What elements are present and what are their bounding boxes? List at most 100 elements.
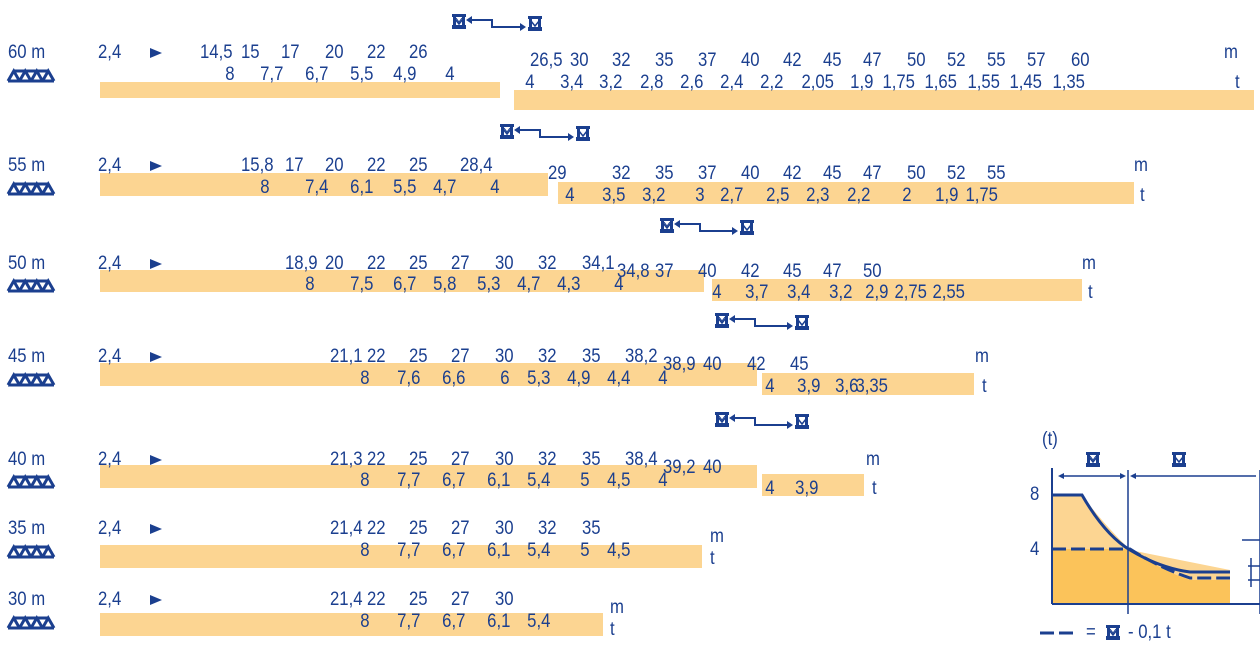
load-2-b-0: 4 — [662, 282, 722, 304]
load-4-a-2-text: 6,7 — [441, 470, 465, 491]
load-0-a-5: 4 — [395, 64, 455, 86]
radius-0-b-2: 32 — [612, 50, 631, 71]
load-0-b-3: 2,8 — [603, 72, 663, 94]
radius-1-a-0: 15,8 — [241, 155, 274, 176]
unit-t-3: t — [982, 376, 987, 397]
jib-lattice-icon-6 — [6, 614, 56, 630]
load-2-a-4: 5,3 — [440, 274, 500, 296]
load-2-b-2: 3,4 — [750, 282, 810, 304]
load-0-a-4-text: 4,9 — [392, 64, 416, 85]
load-1-b-1: 3,5 — [565, 185, 625, 207]
load-5-a-6-text: 4,5 — [606, 540, 630, 561]
load-3-b-1: 3,9 — [760, 376, 820, 398]
load-0-a-4: 4,9 — [356, 64, 416, 86]
load-3-a-3: 6 — [450, 368, 510, 390]
load-bar-4-b — [762, 474, 864, 496]
load-1-b-0: 4 — [515, 185, 575, 207]
load-4-a-0: 8 — [310, 470, 370, 492]
radius-2-a-2: 22 — [367, 253, 386, 274]
load-bar-4-a — [100, 465, 757, 488]
unit-m-2: m — [1082, 253, 1096, 274]
load-1-b-9: 1,9 — [898, 185, 958, 207]
radius-0-a-1: 15 — [241, 42, 260, 63]
load-1-a-1-text: 7,4 — [304, 177, 328, 198]
radius-5-a-4: 30 — [495, 518, 514, 539]
load-1-a-4-text: 4,7 — [432, 177, 456, 198]
arrow-right-icon-4 — [787, 421, 793, 429]
load-2-a-6-text: 4,3 — [556, 274, 580, 295]
load-3-a-5-text: 4,9 — [566, 368, 590, 389]
load-2-b-3: 3,2 — [792, 282, 852, 304]
load-1-b-1-text: 3,5 — [601, 185, 625, 206]
load-2-a-5: 4,7 — [480, 274, 540, 296]
radius-2-b-5: 47 — [823, 261, 842, 282]
radius-3-b-1: 40 — [703, 354, 722, 375]
load-4-a-4-text: 5,4 — [526, 470, 550, 491]
load-1-a-5: 4 — [440, 177, 500, 199]
radius-start-4: 2,4 — [98, 449, 122, 470]
load-1-b-3: 3 — [645, 185, 705, 207]
load-0-a-1: 7,7 — [223, 64, 283, 86]
radius-1-b-4: 40 — [741, 163, 760, 184]
radius-6-a-1: 22 — [367, 589, 386, 610]
load-0-b-10: 1,65 — [897, 72, 957, 94]
radius-0-a-0: 14,5 — [200, 42, 233, 63]
radius-1-a-4: 25 — [409, 155, 428, 176]
load-1-b-9-text: 1,9 — [934, 185, 958, 206]
radius-4-a-2: 25 — [409, 449, 428, 470]
unit-t-1: t — [1140, 185, 1145, 206]
legend-tick-8: 8 — [1030, 484, 1040, 505]
radius-5-a-1: 22 — [367, 518, 386, 539]
load-1-b-0-text: 4 — [565, 185, 575, 206]
load-3-b-2: 3,6 — [798, 376, 858, 398]
radius-3-a-0: 21,1 — [330, 346, 363, 367]
radius-3-a-5: 32 — [538, 346, 557, 367]
load-3-a-0: 8 — [310, 368, 370, 390]
load-4-a-6: 4,5 — [570, 470, 630, 492]
load-4-a-1-text: 7,7 — [396, 470, 420, 491]
transition-line-1 — [516, 129, 572, 138]
transition-line-3 — [731, 318, 791, 327]
unit-t-6: t — [610, 619, 615, 640]
load-4-a-1: 7,7 — [360, 470, 420, 492]
load-0-b-13-text: 1,35 — [1052, 72, 1085, 93]
arrow-left-icon-4 — [729, 414, 735, 422]
load-4-a-3-text: 6,1 — [486, 470, 510, 491]
radius-2-a-3: 25 — [409, 253, 428, 274]
load-1-a-0-text: 8 — [260, 177, 270, 198]
load-0-b-10-text: 1,65 — [924, 72, 957, 93]
arrow-right-icon-1 — [568, 133, 574, 141]
radius-6-a-3: 27 — [451, 589, 470, 610]
load-0-a-3-text: 5,5 — [349, 64, 373, 85]
curve-area-lower — [1052, 549, 1230, 604]
radius-4-a-6: 35 — [582, 449, 601, 470]
jib-lattice-icon-1 — [6, 180, 56, 196]
radius-4-a-1: 22 — [367, 449, 386, 470]
load-6-a-1: 7,7 — [360, 611, 420, 633]
load-2-b-4-text: 2,9 — [864, 282, 888, 303]
load-0-b-6: 2,2 — [723, 72, 783, 94]
load-3-a-1-text: 7,6 — [396, 368, 420, 389]
load-5-a-4-text: 5,4 — [526, 540, 550, 561]
load-4-a-7-text: 4 — [658, 470, 668, 491]
load-1-b-8-text: 2 — [902, 185, 912, 206]
jib-lattice-icon-0 — [6, 67, 56, 83]
load-5-a-4: 5,4 — [490, 540, 550, 562]
load-5-a-1-text: 7,7 — [396, 540, 420, 561]
transition-line-0 — [468, 19, 524, 28]
arrow-left-icon-0 — [466, 16, 472, 24]
radius-1-b-7: 47 — [863, 163, 882, 184]
radius-5-a-3: 27 — [451, 518, 470, 539]
load-1-a-2-text: 6,1 — [349, 177, 373, 198]
pointer-arrow-icon-0 — [150, 48, 162, 58]
load-4-a-3: 6,1 — [450, 470, 510, 492]
load-1-b-5: 2,5 — [729, 185, 789, 207]
pointer-arrow-icon-6 — [150, 595, 162, 605]
load-6-a-4: 5,4 — [490, 611, 550, 633]
legend-tick-4: 4 — [1030, 539, 1040, 560]
load-2-a-2: 6,7 — [356, 274, 416, 296]
unit-t-2: t — [1088, 282, 1093, 303]
radius-start-3: 2,4 — [98, 346, 122, 367]
load-4-a-7: 4 — [608, 470, 668, 492]
radius-1-a-2: 20 — [325, 155, 344, 176]
